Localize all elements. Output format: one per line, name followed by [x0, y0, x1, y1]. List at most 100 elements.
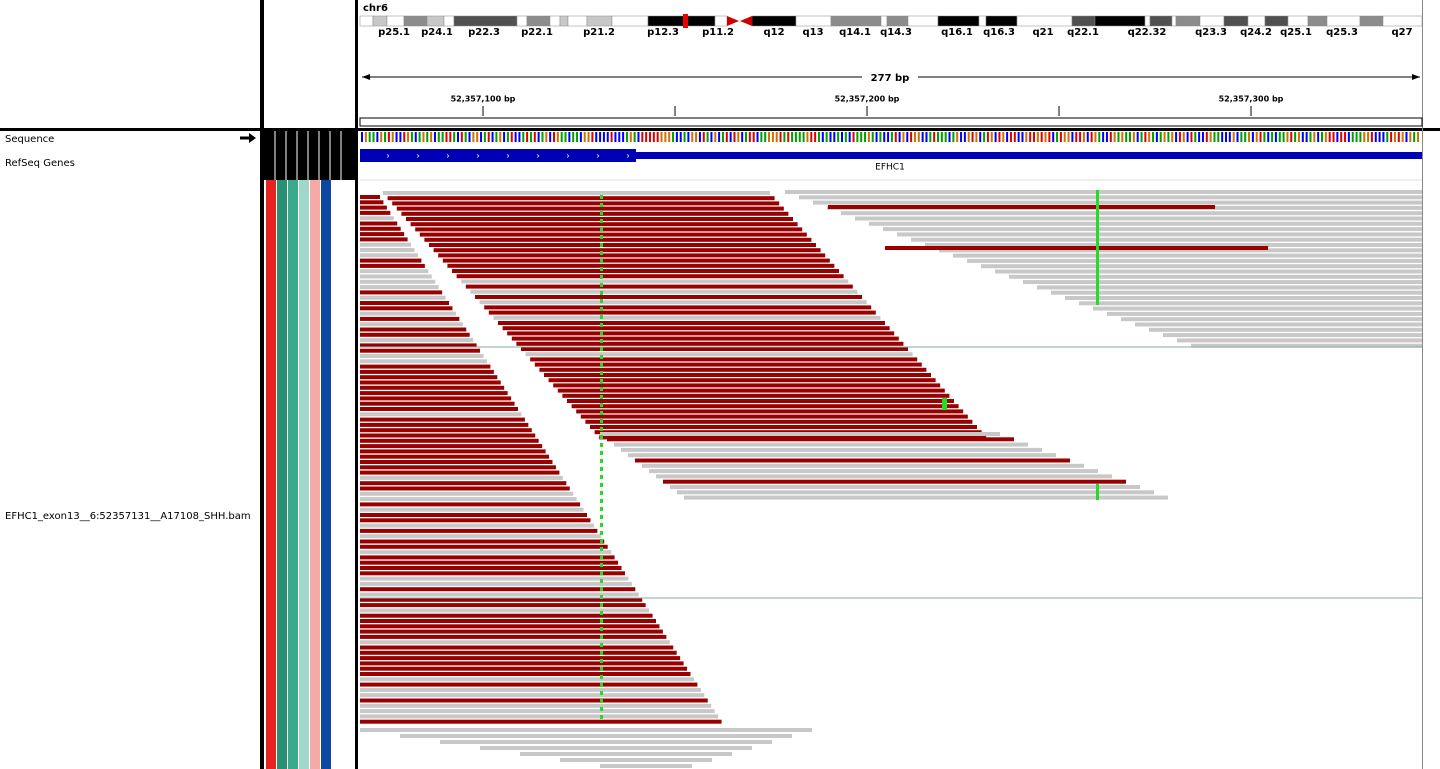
read [1149, 327, 1422, 332]
base [476, 132, 479, 142]
base [1102, 132, 1105, 142]
read [488, 310, 876, 315]
base [940, 132, 943, 142]
read [360, 460, 553, 464]
base [464, 132, 467, 142]
cytoband-label: q14.3 [880, 27, 912, 38]
cytoband-label: q13 [802, 27, 823, 38]
read [360, 348, 481, 353]
read [360, 306, 453, 311]
base [894, 132, 897, 142]
mismatch [600, 339, 603, 343]
strand-chevron: › [446, 152, 450, 162]
base [503, 132, 506, 142]
base [1121, 132, 1124, 142]
cytoband [907, 15, 939, 27]
read [484, 305, 872, 310]
base [1129, 132, 1131, 142]
base [1378, 132, 1381, 142]
mismatch [600, 363, 603, 367]
track-name[interactable]: EFHC1_exon13__6:52357131__A17108_SHH.bam [5, 511, 251, 522]
base [1244, 132, 1247, 142]
base [898, 132, 901, 142]
cytoband-label: p22.1 [521, 27, 553, 38]
base [364, 132, 367, 142]
mismatch [600, 323, 603, 327]
base [860, 132, 863, 142]
mismatch [600, 651, 603, 655]
base [913, 132, 916, 142]
base [829, 132, 832, 142]
base [1029, 132, 1032, 142]
base [1386, 132, 1389, 142]
read [1079, 301, 1422, 306]
cytoband [453, 15, 518, 27]
base [1294, 132, 1297, 142]
base [399, 132, 402, 142]
read [360, 576, 629, 581]
read [600, 432, 1000, 436]
cytoband-label: q25.3 [1326, 27, 1358, 38]
mismatch [600, 587, 603, 591]
base [764, 132, 767, 142]
read [400, 734, 792, 738]
read [429, 243, 816, 247]
attribute-cell [266, 180, 276, 769]
read [360, 555, 615, 560]
track-name[interactable]: Sequence [5, 134, 54, 145]
base [541, 132, 544, 142]
base [791, 132, 794, 142]
read [360, 550, 612, 555]
read [360, 258, 422, 263]
base [1167, 132, 1170, 142]
read [548, 378, 936, 383]
base [1209, 132, 1212, 142]
base [433, 132, 436, 142]
base [652, 132, 655, 142]
base [564, 132, 567, 142]
base [445, 132, 448, 142]
base [591, 132, 594, 142]
cytoband [516, 15, 528, 27]
read [360, 449, 546, 454]
read [1051, 290, 1422, 295]
read [360, 210, 391, 215]
read [452, 269, 839, 273]
base [998, 132, 1001, 142]
base [1255, 132, 1258, 142]
track-name[interactable]: RefSeq Genes [5, 158, 75, 169]
cytoband [886, 15, 909, 27]
base [975, 132, 978, 142]
read [925, 243, 1422, 247]
read [415, 227, 803, 232]
base [1401, 132, 1404, 142]
cytoband [586, 15, 613, 27]
read [360, 385, 505, 390]
read [560, 758, 712, 762]
read [360, 719, 722, 724]
read [387, 196, 775, 201]
base [1374, 132, 1377, 142]
read [360, 401, 515, 406]
read [360, 666, 688, 671]
read [360, 316, 460, 321]
base [856, 132, 859, 142]
attribute-cell [299, 180, 309, 769]
read [360, 566, 622, 570]
cytoband [1326, 15, 1361, 27]
base [1075, 132, 1078, 142]
base [637, 132, 640, 142]
base [979, 132, 982, 142]
read [360, 571, 625, 576]
base [410, 132, 413, 142]
cytoband [403, 15, 428, 27]
base [745, 132, 747, 142]
base [844, 132, 847, 142]
base [1271, 132, 1274, 142]
read [442, 258, 830, 263]
mismatch [600, 659, 603, 663]
base [833, 132, 836, 142]
cytoband [567, 15, 588, 27]
read [953, 253, 1422, 258]
base [606, 132, 609, 142]
